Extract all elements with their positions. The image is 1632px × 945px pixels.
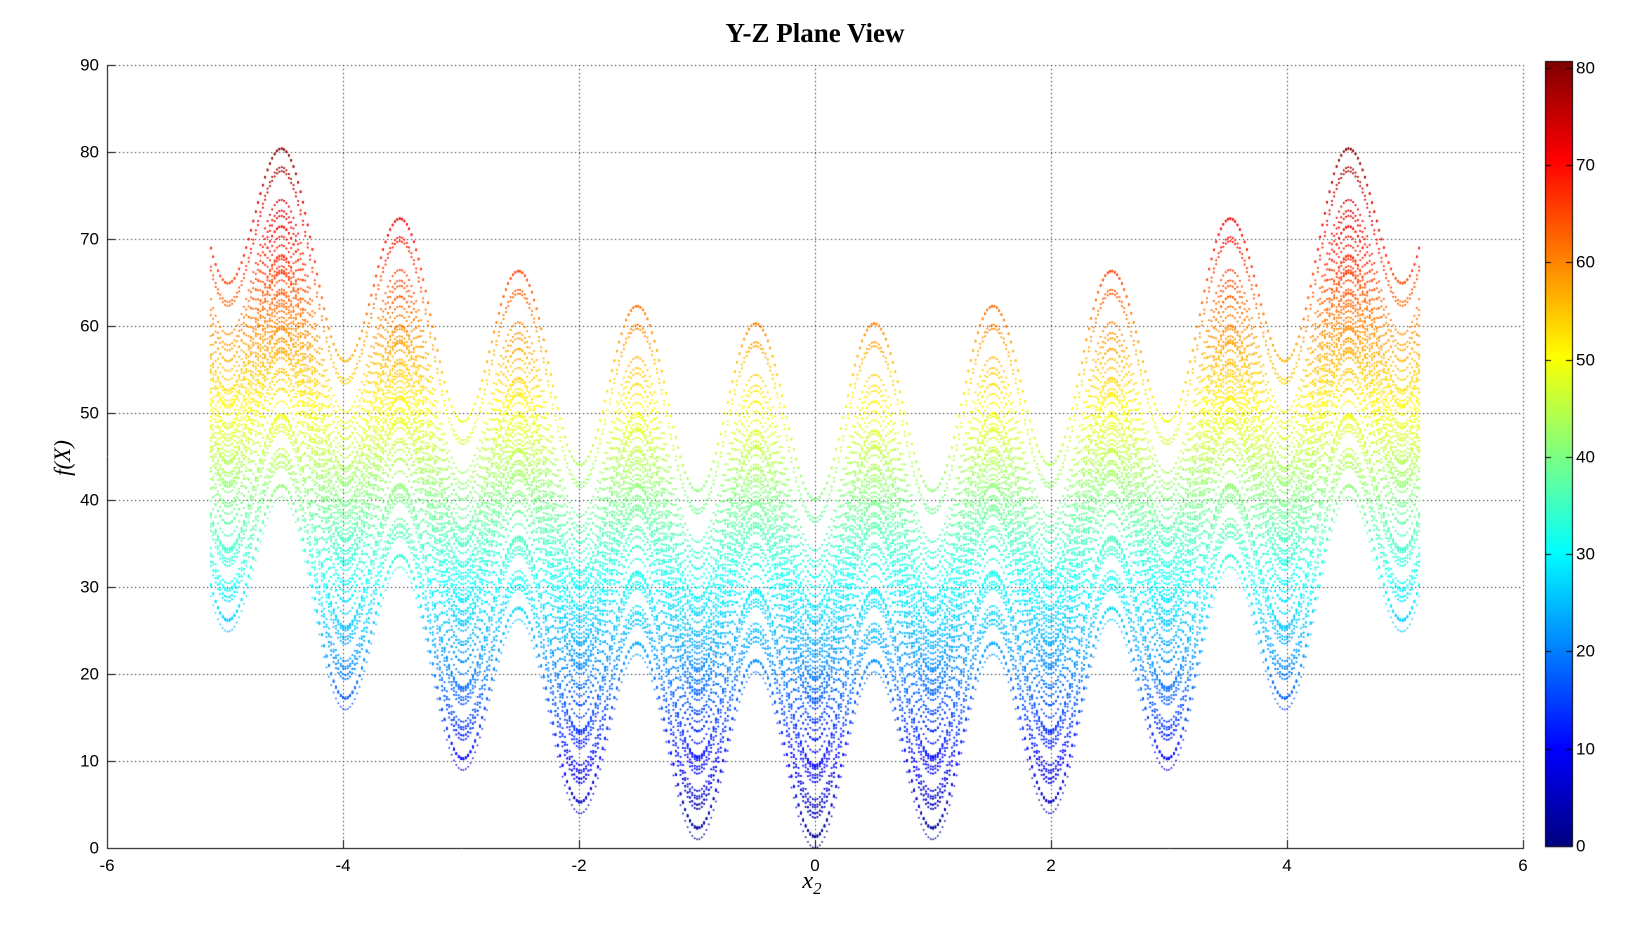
colorbar-tick-label: 30 [1576, 544, 1595, 564]
x-axis-label-base: x [802, 868, 814, 894]
colorbar-tick-label: 70 [1576, 155, 1595, 175]
y-tick-label: 0 [89, 838, 99, 858]
colorbar-tick-label: 60 [1576, 252, 1595, 272]
y-tick-label: 50 [80, 403, 99, 423]
y-tick-label: 80 [80, 142, 99, 162]
x-tick-label: -2 [571, 856, 587, 875]
plot-title: Y-Z Plane View [725, 18, 905, 48]
y-tick-label: 70 [80, 229, 99, 249]
colorbar-tick-label: 20 [1576, 641, 1595, 661]
x-tick-label: -6 [99, 856, 115, 875]
x-tick-label: 6 [1518, 856, 1528, 875]
x-axis-label-subscript: 2 [813, 878, 822, 898]
y-tick-label: 20 [80, 664, 99, 684]
colorbar-tick-label: 10 [1576, 739, 1595, 759]
colorbar-tick-label: 40 [1576, 447, 1595, 467]
y-tick-label: 90 [80, 55, 99, 75]
colorbar-tick-label: 50 [1576, 350, 1595, 370]
colorbar-tick-label: 80 [1576, 58, 1595, 78]
x-tick-label: 2 [1046, 856, 1056, 875]
y-tick-label: 10 [80, 751, 99, 771]
colorbar-tick-label: 0 [1576, 836, 1586, 856]
x-tick-label: 0 [810, 856, 820, 875]
y-tick-label: 60 [80, 316, 99, 336]
x-tick-label: 4 [1282, 856, 1292, 875]
y-axis-label: f(X) [50, 440, 75, 476]
x-axis-label: x2 [802, 868, 822, 898]
x-tick-label: -4 [335, 856, 351, 875]
y-tick-label: 40 [80, 490, 99, 510]
y-tick-label: 30 [80, 577, 99, 597]
